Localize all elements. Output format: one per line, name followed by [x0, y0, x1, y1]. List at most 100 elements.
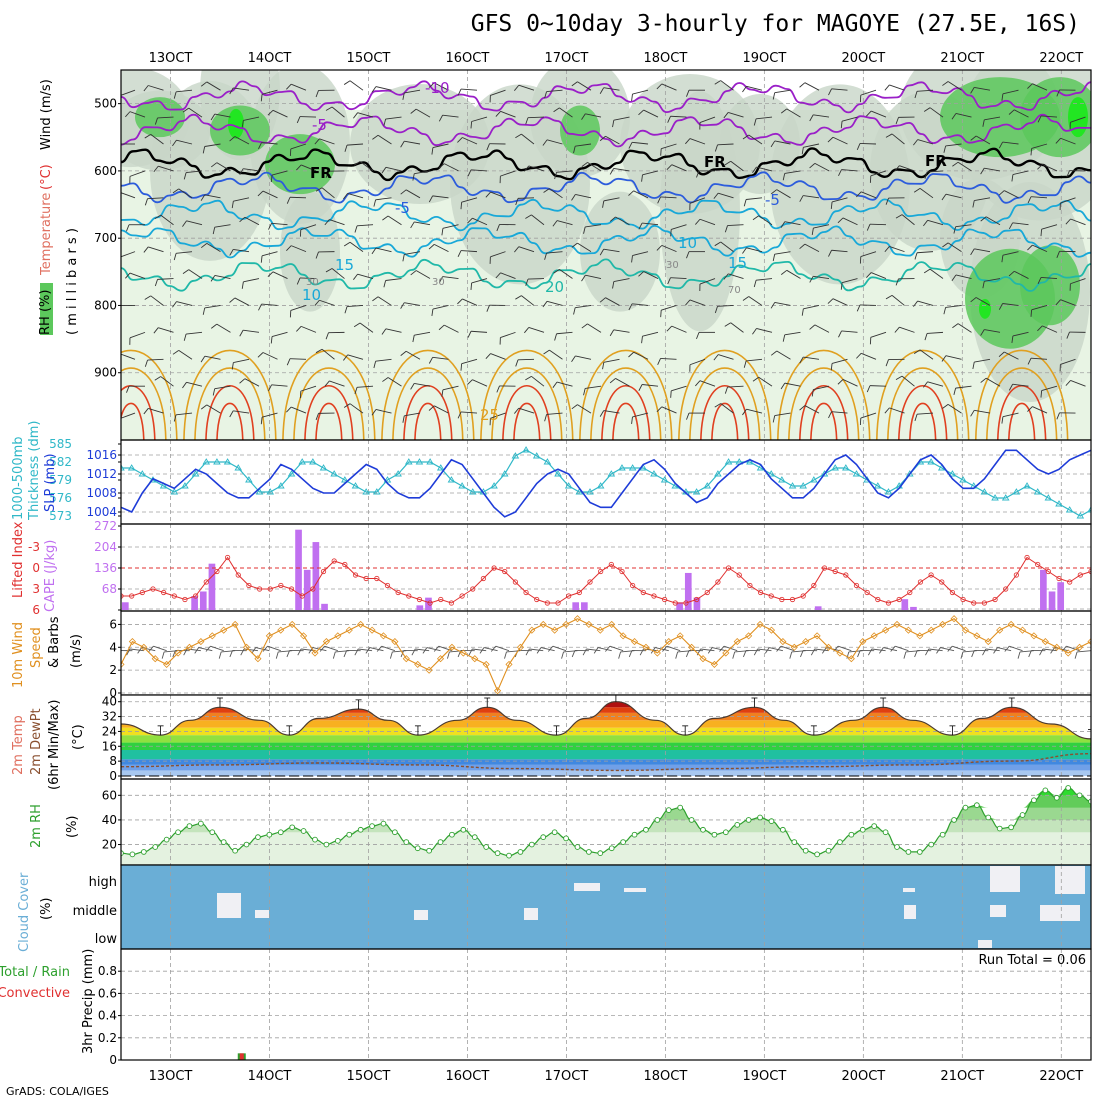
upper-wind-barb — [518, 407, 535, 414]
surface-wind-barb-flag — [365, 647, 371, 654]
li-marker — [256, 586, 263, 592]
upper-wind-barb — [974, 86, 991, 91]
upper-wind-barb-flag — [126, 386, 130, 393]
upper-wind-barb — [521, 295, 535, 306]
upper-wind-barb — [756, 166, 773, 172]
cape-bar — [901, 599, 909, 610]
surface-wind-barb-flag — [618, 651, 622, 659]
thickness-marker — [458, 482, 466, 489]
upper-wind-barb-flag — [153, 327, 159, 334]
upper-wind-barb-flag — [553, 107, 560, 113]
upper-wind-barb-flag — [856, 352, 862, 359]
upper-wind-barb — [661, 244, 677, 253]
thickness-marker — [298, 458, 307, 465]
upper-wind-barb — [549, 349, 563, 360]
upper-wind-barb — [814, 324, 830, 333]
rh-marker — [985, 814, 992, 821]
contour-label: 15 — [728, 254, 747, 272]
upper-wind-barb — [472, 379, 488, 387]
upper-wind-barb-flag — [343, 193, 348, 200]
rh-marker — [1042, 787, 1049, 794]
upper-wind-barb — [1070, 278, 1086, 285]
upper-wind-barb-flag — [953, 388, 957, 396]
cloud-cell — [255, 910, 269, 918]
li-marker — [480, 575, 487, 582]
upper-wind-barb-flag — [856, 191, 862, 198]
upper-wind-barb-flag — [143, 85, 149, 92]
upper-wind-barb — [774, 140, 791, 145]
y-tick-label: 0.8 — [98, 964, 117, 978]
cape-bar — [312, 542, 320, 610]
upper-wind-barb-flag — [571, 404, 578, 410]
upper-wind-barb — [615, 378, 630, 387]
upper-wind-barb — [632, 89, 649, 95]
surface-wind-barb-flag — [148, 645, 154, 652]
thickness-marker — [426, 458, 434, 465]
upper-wind-barb-flag — [753, 280, 757, 288]
rh-blob — [660, 91, 740, 332]
surface-wind-barb — [952, 645, 966, 652]
li-marker — [1024, 554, 1030, 561]
upper-wind-barb-flag — [325, 268, 333, 273]
upper-wind-barb — [347, 354, 364, 360]
upper-wind-barb — [746, 247, 763, 253]
upper-wind-barb — [842, 217, 858, 226]
upper-wind-barb — [387, 377, 402, 387]
upper-wind-barb-flag — [372, 296, 379, 302]
upper-wind-barb-flag — [467, 169, 472, 177]
rh-marker — [586, 849, 592, 855]
upper-wind-barb-flag — [884, 407, 890, 414]
upper-wind-barb-flag — [628, 142, 633, 149]
upper-wind-barb — [727, 385, 744, 388]
upper-wind-barb — [945, 305, 962, 308]
wind-marker — [185, 643, 194, 651]
upper-wind-barb — [271, 384, 288, 387]
thickness-marker — [223, 458, 232, 465]
bottom-tick-label: 16OCT — [446, 1069, 490, 1084]
surface-wind-barb-flag — [742, 650, 747, 658]
rh-marker — [837, 839, 843, 845]
upper-wind-barb — [518, 246, 535, 253]
upper-wind-barb — [728, 273, 744, 279]
wind-marker — [551, 626, 559, 634]
surface-wind-barb-flag — [504, 651, 507, 659]
upper-wind-barb-flag — [609, 378, 616, 384]
rh-marker — [232, 847, 238, 854]
wind-marker — [562, 620, 570, 628]
upper-wind-barb — [831, 411, 848, 414]
upper-wind-barb — [577, 242, 592, 253]
upper-wind-barb — [671, 325, 687, 333]
thickness-marker — [159, 482, 168, 489]
upper-wind-barb — [587, 323, 602, 333]
rh-marker — [574, 844, 581, 850]
upper-wind-barb — [531, 214, 545, 226]
wind-marker — [585, 620, 593, 628]
wind-marker — [1018, 626, 1027, 634]
warm-isotherm — [502, 385, 552, 440]
wind-marker — [471, 655, 479, 663]
upper-wind-barb-flag — [182, 220, 187, 227]
thickness-marker — [810, 476, 818, 483]
upper-wind-barb — [331, 268, 345, 279]
upper-wind-barb-flag — [609, 168, 615, 175]
upper-wind-barb — [321, 187, 335, 199]
upper-wind-barb — [689, 299, 706, 306]
thickness-marker — [714, 470, 722, 477]
upper-wind-barb — [442, 114, 459, 118]
upper-wind-barb — [121, 251, 136, 258]
upper-wind-barb-flag — [923, 268, 931, 274]
upper-wind-barb — [758, 376, 773, 387]
upper-wind-barb — [347, 192, 364, 199]
thickness-marker — [1065, 506, 1074, 513]
rh-bands — [121, 787, 1091, 833]
li-axis-label: Lifted Index — [11, 521, 26, 598]
wind-axis-label-2: Speed — [29, 627, 44, 668]
surface-wind-barb-flag — [846, 651, 850, 659]
upper-wind-barb-flag — [638, 222, 643, 230]
wind-marker — [859, 638, 867, 646]
rh-marker — [129, 851, 136, 858]
upper-wind-barb-flag — [267, 271, 274, 277]
upper-wind-barb-flag — [583, 226, 586, 234]
upper-wind-barb — [699, 380, 716, 387]
